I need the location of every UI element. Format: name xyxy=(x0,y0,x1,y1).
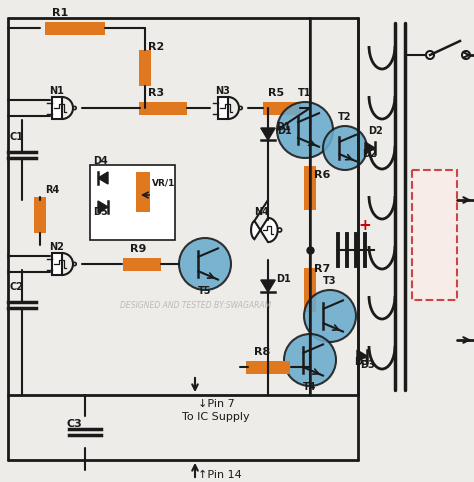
Text: C1: C1 xyxy=(10,132,24,142)
Bar xyxy=(304,268,316,312)
Polygon shape xyxy=(357,350,367,362)
Bar xyxy=(52,253,62,275)
Text: R4: R4 xyxy=(45,185,59,195)
Polygon shape xyxy=(98,201,108,213)
Text: C2: C2 xyxy=(10,282,24,292)
Text: R1: R1 xyxy=(52,8,68,18)
Circle shape xyxy=(323,126,367,170)
Text: D5: D5 xyxy=(93,207,108,217)
Text: R7: R7 xyxy=(314,264,330,274)
Circle shape xyxy=(239,107,242,109)
Text: ↓Pin 7: ↓Pin 7 xyxy=(198,399,235,409)
Bar xyxy=(52,97,62,119)
Bar xyxy=(218,97,228,119)
Text: D2: D2 xyxy=(368,126,383,136)
Text: To IC Supply: To IC Supply xyxy=(182,412,250,422)
Bar xyxy=(412,170,457,300)
Circle shape xyxy=(277,102,333,158)
Text: D1: D1 xyxy=(276,122,291,132)
Circle shape xyxy=(304,290,356,342)
Text: R6: R6 xyxy=(314,170,330,180)
Bar xyxy=(136,172,150,212)
Bar xyxy=(263,102,301,115)
Text: N1: N1 xyxy=(50,86,64,96)
Bar xyxy=(123,257,161,270)
Bar xyxy=(139,50,151,86)
Bar xyxy=(90,165,175,240)
Text: R3: R3 xyxy=(148,88,164,98)
Text: R5: R5 xyxy=(268,88,284,98)
Text: D3: D3 xyxy=(360,360,375,370)
Text: D2: D2 xyxy=(363,149,377,159)
Bar xyxy=(139,102,187,115)
Text: T1: T1 xyxy=(298,88,312,98)
Polygon shape xyxy=(261,128,275,140)
Circle shape xyxy=(462,51,470,59)
Bar xyxy=(45,22,105,35)
Text: R2: R2 xyxy=(148,42,164,52)
Text: R9: R9 xyxy=(130,244,146,254)
Text: VR/1: VR/1 xyxy=(152,179,175,188)
Text: T4: T4 xyxy=(303,382,317,392)
Text: ↑Pin 14: ↑Pin 14 xyxy=(198,470,242,480)
Text: D3: D3 xyxy=(355,357,369,367)
Text: +: + xyxy=(358,218,371,233)
Circle shape xyxy=(73,107,76,109)
Polygon shape xyxy=(365,142,375,154)
Circle shape xyxy=(284,334,336,386)
Text: N4: N4 xyxy=(255,207,269,217)
Circle shape xyxy=(278,228,282,232)
Circle shape xyxy=(179,238,231,290)
Text: T5: T5 xyxy=(198,286,212,296)
Text: T2: T2 xyxy=(338,112,352,122)
Polygon shape xyxy=(98,172,108,184)
Text: T3: T3 xyxy=(323,276,337,286)
Text: DESIGNED AND TESTED BY:SWAGARAM: DESIGNED AND TESTED BY:SWAGARAM xyxy=(120,301,271,310)
Polygon shape xyxy=(251,218,278,242)
Text: C3: C3 xyxy=(67,419,83,429)
Text: D4: D4 xyxy=(93,156,108,166)
Text: N3: N3 xyxy=(216,86,230,96)
Polygon shape xyxy=(261,280,275,292)
Circle shape xyxy=(426,51,434,59)
Bar xyxy=(304,166,316,210)
Text: N2: N2 xyxy=(50,242,64,252)
Text: D1: D1 xyxy=(276,274,291,284)
Circle shape xyxy=(73,262,76,266)
Text: D1: D1 xyxy=(277,126,292,136)
Bar xyxy=(34,197,46,233)
Text: R8: R8 xyxy=(254,347,270,357)
Bar xyxy=(246,361,290,374)
